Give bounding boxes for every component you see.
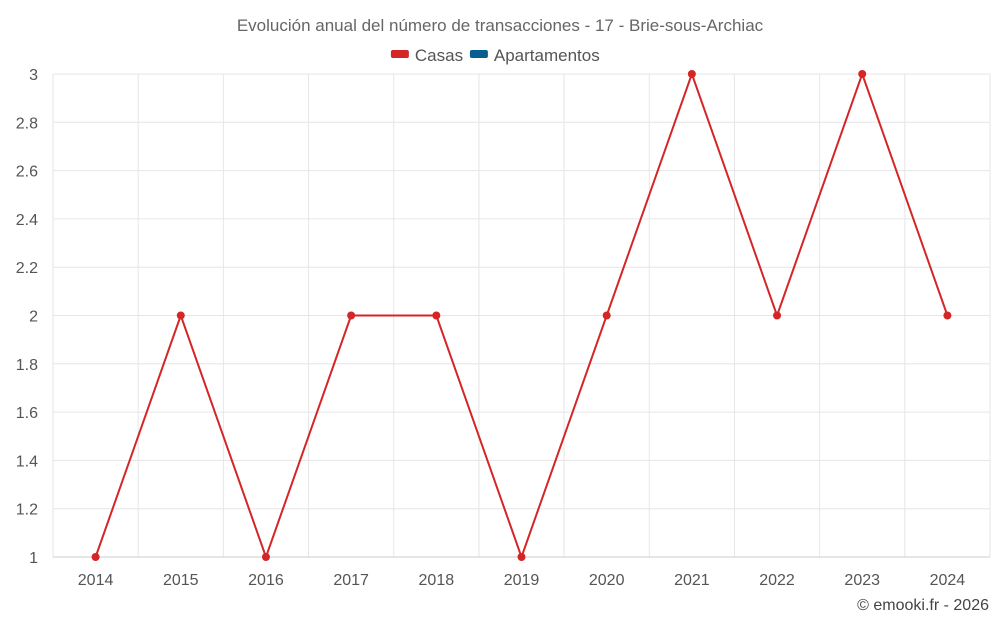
x-tick-label: 2017 <box>333 572 369 589</box>
legend-swatch <box>390 50 409 58</box>
data-point-casas-2014[interactable] <box>91 553 100 561</box>
legend-item-casas[interactable]: Casas <box>390 46 463 65</box>
y-tick-label: 2.6 <box>16 164 38 181</box>
data-point-casas-2024[interactable] <box>943 311 952 320</box>
x-tick-label: 2024 <box>930 572 966 589</box>
y-tick-label: 2.2 <box>16 260 38 277</box>
x-tick-label: 2018 <box>419 572 455 589</box>
x-tick-label: 2016 <box>248 572 284 589</box>
x-tick-label: 2020 <box>589 572 625 589</box>
data-point-casas-2015[interactable] <box>176 311 185 320</box>
x-tick-label: 2014 <box>78 572 114 589</box>
legend-label: Casas <box>415 46 463 65</box>
x-tick-label: 2015 <box>163 572 199 589</box>
data-point-casas-2017[interactable] <box>347 311 356 320</box>
y-tick-label: 1.2 <box>16 502 38 519</box>
y-tick-label: 2.4 <box>16 212 38 229</box>
x-tick-label: 2022 <box>759 572 795 589</box>
data-point-casas-2022[interactable] <box>773 311 782 320</box>
credit-text: © emooki.fr - 2026 <box>857 597 989 614</box>
series-layer <box>91 70 952 561</box>
data-point-casas-2021[interactable] <box>687 70 696 78</box>
legend-label: Apartamentos <box>494 46 600 65</box>
y-tick-label: 3 <box>29 67 38 84</box>
x-tick-label: 2021 <box>674 572 710 589</box>
x-tick-label: 2019 <box>504 572 540 589</box>
x-axis: 2014 2015 2016 2017 2018 2019 2020 2021 2022 2023… <box>78 572 966 589</box>
y-tick-label: 2 <box>29 309 38 326</box>
data-point-casas-2023[interactable] <box>858 70 867 78</box>
y-axis: 1 1.2 1.4 1.6 1.8 2 2.2 2.4 2.6 2.8 3 <box>16 67 38 567</box>
data-point-casas-2016[interactable] <box>261 553 270 561</box>
grid <box>52 73 991 558</box>
chart-title: Evolución anual del número de transaccio… <box>237 16 764 35</box>
x-tick-label: 2023 <box>844 572 880 589</box>
y-tick-label: 1.8 <box>16 357 38 374</box>
data-point-casas-2018[interactable] <box>432 311 441 320</box>
y-tick-label: 1.6 <box>16 405 38 422</box>
legend: Casas Apartamentos <box>390 46 600 65</box>
y-tick-label: 1 <box>29 550 38 567</box>
y-tick-label: 2.8 <box>16 115 38 132</box>
y-tick-label: 1.4 <box>16 453 38 470</box>
data-point-casas-2019[interactable] <box>517 553 526 561</box>
data-point-casas-2020[interactable] <box>602 311 611 320</box>
legend-item-apartamentos[interactable]: Apartamentos <box>469 46 600 65</box>
legend-swatch <box>469 50 488 58</box>
